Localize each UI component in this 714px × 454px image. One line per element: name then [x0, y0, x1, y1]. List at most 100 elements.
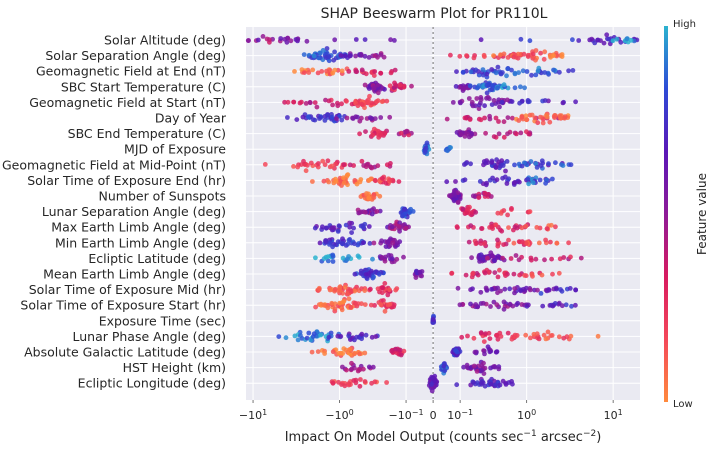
shap-point	[528, 159, 534, 164]
shap-point	[501, 82, 507, 88]
shap-point	[514, 131, 519, 137]
shap-point	[492, 258, 497, 263]
shap-point	[488, 365, 493, 371]
shap-point	[365, 99, 371, 105]
shap-point	[396, 179, 402, 185]
shap-point	[542, 257, 547, 263]
shap-point	[553, 285, 559, 291]
shap-point	[509, 206, 514, 211]
shap-point	[349, 230, 354, 236]
shap-point	[387, 114, 393, 120]
shap-point	[482, 190, 488, 196]
shap-point	[429, 382, 434, 387]
shap-point	[469, 99, 475, 105]
shap-point	[260, 34, 266, 39]
shap-point	[529, 112, 535, 118]
shap-point	[245, 38, 251, 43]
shap-point	[534, 165, 540, 170]
shap-point	[325, 158, 331, 164]
shap-point	[301, 52, 307, 57]
shap-point	[576, 38, 582, 43]
shap-point	[457, 53, 463, 59]
shap-point	[488, 381, 494, 387]
shap-point	[388, 161, 393, 166]
shap-point	[477, 179, 483, 184]
shap-point	[291, 99, 296, 105]
shap-point	[462, 115, 468, 121]
shap-point	[516, 257, 522, 263]
shap-point	[391, 304, 396, 310]
shap-point	[367, 115, 373, 121]
shap-point	[570, 68, 576, 73]
feature-label: Geomagnetic Field at End (nT)	[36, 64, 226, 79]
shap-point	[473, 241, 479, 247]
shap-point	[278, 36, 284, 41]
shap-point	[504, 73, 509, 79]
shap-point	[337, 300, 343, 306]
shap-point	[518, 36, 524, 42]
shap-point	[363, 332, 369, 338]
shap-point	[330, 254, 336, 259]
shap-point	[346, 382, 352, 388]
shap-point	[465, 333, 470, 339]
shap-point	[535, 68, 541, 74]
shap-point	[423, 146, 429, 152]
shap-point	[516, 118, 522, 123]
shap-point	[487, 336, 493, 341]
shap-point	[401, 348, 407, 354]
shap-point	[561, 335, 567, 341]
shap-point	[507, 301, 513, 307]
shap-point	[333, 286, 338, 292]
shap-point	[444, 179, 450, 185]
shap-point	[316, 161, 321, 166]
shap-point	[476, 106, 482, 112]
shap-point	[511, 240, 517, 246]
shap-point	[498, 334, 504, 339]
shap-point	[357, 383, 363, 389]
shap-point	[494, 177, 500, 183]
shap-point	[432, 378, 438, 384]
shap-point	[352, 288, 358, 294]
shap-point	[595, 333, 601, 339]
shap-point	[499, 228, 505, 234]
shap-point	[559, 303, 565, 309]
shap-point	[533, 256, 539, 262]
feature-label: Exposure Time (sec)	[99, 313, 226, 328]
shap-point	[351, 225, 356, 231]
shap-point	[480, 380, 486, 386]
shap-point	[568, 254, 573, 260]
shap-point	[396, 224, 402, 229]
shap-point	[474, 96, 480, 101]
shap-point	[523, 332, 529, 338]
shap-point	[301, 158, 306, 164]
shap-point	[570, 37, 575, 43]
shap-point	[522, 85, 527, 91]
shap-point	[419, 273, 424, 279]
shap-point	[361, 225, 366, 231]
feature-label: Lunar Phase Angle (deg)	[72, 329, 226, 344]
shap-point	[364, 267, 369, 273]
shap-point	[557, 113, 563, 119]
shap-point	[503, 382, 509, 387]
shap-point	[457, 302, 463, 308]
shap-point	[544, 226, 550, 232]
shap-point	[505, 66, 511, 72]
shap-point	[454, 224, 460, 230]
shap-point	[502, 174, 508, 180]
shap-point	[486, 330, 492, 336]
shap-point	[276, 334, 282, 339]
shap-point	[482, 115, 487, 121]
shap-point	[458, 132, 464, 137]
shap-point	[488, 250, 494, 256]
feature-label: Solar Time of Exposure End (hr)	[27, 173, 226, 188]
shap-point	[569, 303, 574, 309]
shap-point	[556, 270, 562, 276]
shap-point	[505, 131, 510, 137]
x-tick-label: 0	[430, 409, 437, 422]
shap-point	[511, 271, 517, 277]
shap-point	[375, 98, 381, 104]
shap-point	[349, 360, 354, 366]
shap-point	[486, 192, 491, 197]
shap-point	[482, 241, 487, 247]
shap-point	[329, 114, 335, 120]
